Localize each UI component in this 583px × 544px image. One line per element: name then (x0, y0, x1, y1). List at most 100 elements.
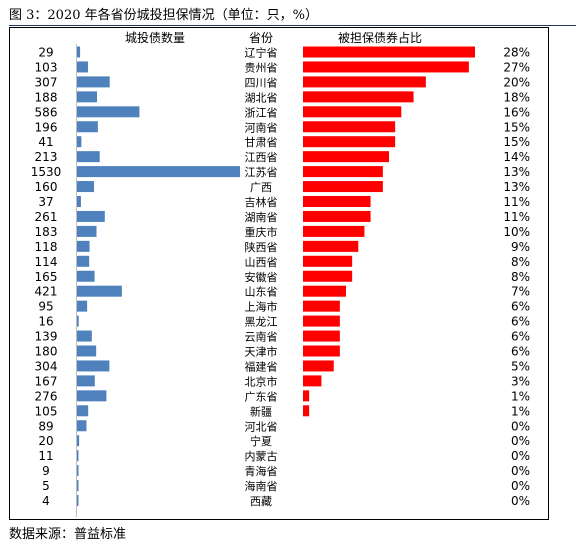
count-bar (77, 166, 240, 178)
province-label: 重庆市 (245, 225, 278, 239)
share-bar (303, 390, 310, 402)
count-bar (77, 480, 79, 492)
header-bond-count: 城投债数量 (125, 30, 185, 45)
count-label: 1530 (31, 165, 62, 179)
share-bar (303, 300, 340, 312)
count-label: 103 (35, 60, 58, 74)
share-label: 6% (511, 330, 530, 344)
count-label: 41 (38, 135, 53, 149)
count-bar (77, 495, 79, 506)
count-label: 160 (35, 180, 58, 194)
count-bar (77, 210, 105, 222)
count-label: 180 (35, 345, 58, 359)
province-label: 新疆 (250, 404, 272, 418)
count-label: 4 (42, 494, 50, 508)
count-label: 183 (35, 225, 58, 239)
count-bar (77, 76, 110, 88)
share-bar (303, 270, 353, 282)
share-bar (303, 255, 353, 267)
count-bar (77, 285, 122, 297)
province-label: 西藏 (250, 495, 272, 508)
share-label: 6% (511, 315, 530, 329)
count-bar (77, 151, 100, 163)
province-label: 江西省 (245, 151, 278, 164)
share-bar (303, 106, 402, 118)
province-label: 河南省 (245, 121, 278, 134)
share-label: 13% (503, 180, 530, 194)
count-label: 165 (35, 270, 58, 284)
share-label: 0% (511, 464, 530, 478)
province-label: 湖南省 (245, 211, 278, 224)
count-label: 213 (35, 150, 58, 164)
count-label: 11 (38, 449, 53, 463)
count-label: 167 (35, 374, 58, 388)
share-bar (303, 166, 383, 178)
count-bar (77, 136, 82, 148)
share-bar (303, 405, 310, 417)
share-label: 3% (511, 374, 530, 388)
share-bar (303, 196, 371, 207)
province-label: 北京市 (245, 374, 278, 388)
count-bar (77, 375, 95, 387)
count-label: 188 (35, 90, 58, 104)
province-label: 云南省 (245, 331, 278, 344)
share-label: 8% (511, 270, 530, 284)
share-bar (303, 181, 383, 193)
count-bar (77, 465, 79, 477)
count-bar (77, 360, 110, 372)
count-bar (77, 240, 90, 252)
share-bar (303, 375, 322, 387)
share-bar (303, 285, 346, 297)
count-label: 261 (35, 210, 58, 224)
share-label: 15% (503, 120, 530, 134)
share-label: 11% (503, 195, 530, 209)
share-bar (303, 225, 365, 237)
share-label: 27% (503, 60, 530, 74)
count-label: 5 (42, 479, 50, 493)
province-label: 宁夏 (250, 434, 272, 448)
share-bar (303, 360, 334, 372)
share-label: 18% (503, 90, 530, 104)
count-bar (77, 225, 97, 237)
count-bar (77, 405, 89, 417)
count-bar (77, 106, 140, 118)
title-rule (9, 25, 576, 26)
share-label: 6% (511, 300, 530, 314)
province-label: 山东省 (245, 286, 278, 299)
count-bar (77, 196, 81, 207)
count-label: 105 (35, 404, 58, 418)
count-bar (77, 390, 107, 402)
share-label: 13% (503, 165, 530, 179)
count-label: 89 (38, 419, 53, 433)
count-label: 37 (38, 195, 53, 209)
province-label: 贵州省 (245, 61, 278, 74)
share-label: 5% (511, 359, 530, 373)
share-label: 7% (511, 285, 530, 299)
count-bar (77, 61, 88, 73)
share-label: 9% (511, 240, 530, 254)
share-label: 0% (511, 449, 530, 463)
share-label: 10% (503, 225, 530, 239)
count-bar (77, 420, 87, 432)
chart-frame (9, 27, 549, 520)
province-label: 海南省 (245, 479, 278, 493)
province-label: 山西省 (245, 256, 278, 269)
share-bar (303, 76, 426, 88)
province-label: 河北省 (245, 420, 278, 433)
share-label: 6% (511, 345, 530, 359)
province-label: 湖北省 (245, 91, 278, 104)
share-label: 0% (511, 494, 530, 508)
count-bar (77, 121, 98, 133)
share-label: 28% (503, 46, 530, 60)
share-label: 1% (511, 389, 530, 403)
count-bar (77, 300, 88, 312)
share-bar (303, 240, 359, 252)
province-label: 浙江省 (245, 106, 278, 119)
share-label: 0% (511, 434, 530, 448)
count-label: 304 (35, 359, 58, 373)
share-label: 20% (503, 75, 530, 89)
count-bar (77, 255, 90, 267)
share-label: 0% (511, 479, 530, 493)
province-label: 广东省 (245, 390, 278, 403)
